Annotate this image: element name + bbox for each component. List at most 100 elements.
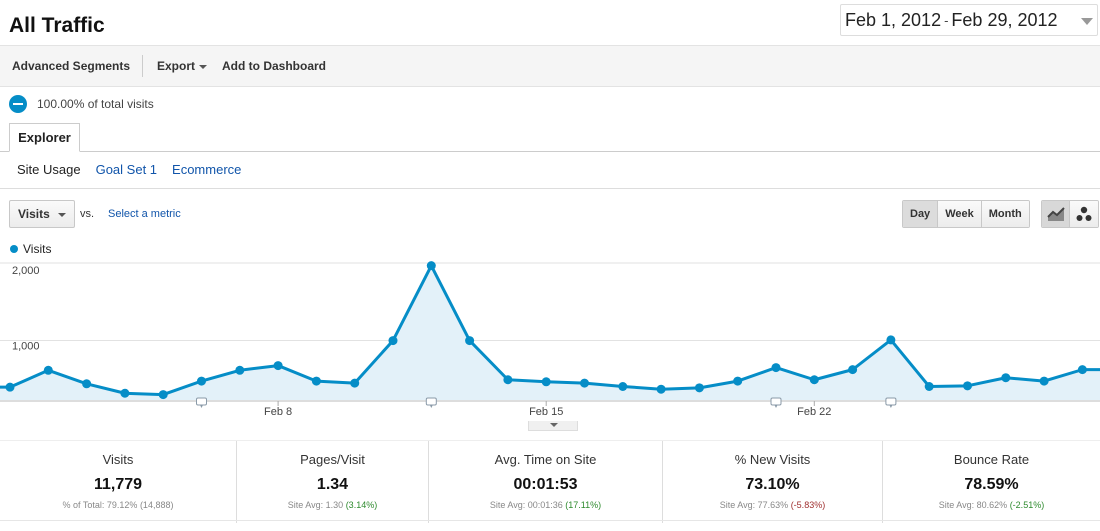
legend-dot: [10, 245, 18, 253]
visits-data-point: [771, 363, 781, 373]
visits-data-point: [733, 376, 743, 386]
scorecard-label: Bounce Rate: [953, 452, 1030, 467]
chevron-down-icon: [1081, 18, 1093, 25]
x-tick-label: Feb 8: [264, 406, 292, 418]
add-to-dashboard-button[interactable]: Add to Dashboard: [222, 59, 326, 73]
visits-data-point: [580, 378, 589, 388]
tab-explorer[interactable]: Explorer: [9, 123, 80, 152]
scorecard-change: (14,888): [139, 500, 174, 510]
y-tick-label: 1,000: [12, 341, 40, 353]
visits-data-point: [43, 365, 53, 375]
subtab-divider: [0, 188, 1100, 189]
toolbar-divider: [142, 55, 143, 77]
scorecard-value: 73.10%: [745, 476, 800, 493]
tab-row-divider: [0, 151, 1100, 152]
visits-series-line: [0, 264, 1100, 397]
date-start: Feb 1, 2012: [845, 9, 942, 30]
scorecard: Visits 11,779 % of Total: 79.12% (14,888): [0, 441, 237, 523]
bubble-chart-icon: [1076, 206, 1092, 221]
export-label: Export: [157, 59, 196, 73]
visits-data-point: [1039, 376, 1049, 386]
scorecard-change: (-2.51%): [1009, 500, 1045, 510]
scorecard-comparison: Site Avg: 77.63% (-5.83%): [663, 500, 882, 510]
scorecard-comparison: Site Avg: 80.62% (-2.51%): [883, 500, 1100, 510]
scorecard-site-avg: Site Avg: 00:01:36: [489, 500, 563, 510]
date-end: Feb 29, 2012: [951, 9, 1058, 30]
date-separator: -: [944, 12, 949, 28]
chart-view-toggle: [1041, 200, 1099, 228]
visits-data-point: [197, 376, 206, 386]
period-toggle: Day Week Month: [902, 200, 1030, 228]
chevron-down-icon: [58, 213, 66, 217]
subtab-site-usage[interactable]: Site Usage: [17, 162, 81, 177]
segment-label: 100.00% of total visits: [37, 97, 154, 111]
chart-legend: Visits: [10, 242, 51, 256]
date-range-picker[interactable]: Feb 1, 2012 - Feb 29, 2012: [840, 4, 1098, 36]
period-day-button[interactable]: Day: [903, 201, 939, 227]
scorecard-change: (17.11%): [565, 500, 602, 510]
page-title: All Traffic: [9, 14, 105, 37]
scorecard-comparison: Site Avg: 00:01:36 (17.11%): [429, 500, 662, 510]
toolbar: Advanced Segments Export Add to Dashboar…: [0, 45, 1100, 87]
chart-resize-handle[interactable]: [528, 421, 578, 431]
scorecard-value: 1.34: [316, 476, 349, 493]
scorecard-label: % New Visits: [734, 452, 811, 467]
scorecard-site-avg: Site Avg: 1.30: [287, 500, 344, 510]
visits-data-point: [158, 390, 168, 400]
visits-data-point: [426, 261, 436, 271]
period-month-button[interactable]: Month: [981, 201, 1029, 227]
scorecard-comparison: % of Total: 79.12% (14,888): [0, 500, 236, 510]
visits-data-point: [809, 375, 819, 385]
visits-data-point: [1001, 373, 1011, 383]
scorecard-change: (3.14%): [345, 500, 378, 510]
visits-data-point: [656, 384, 666, 394]
scorecard-value: 00:01:53: [513, 476, 578, 493]
subtab-goal-set-1[interactable]: Goal Set 1: [95, 162, 158, 177]
annotation-icon[interactable]: [885, 397, 897, 408]
subtab-ecommerce[interactable]: Ecommerce: [172, 162, 242, 177]
metric-select[interactable]: Visits: [9, 200, 75, 228]
scorecard-comparison: Site Avg: 1.30 (3.14%): [237, 500, 428, 510]
pie-icon[interactable]: [9, 95, 27, 113]
export-button[interactable]: Export: [157, 59, 208, 73]
line-chart-view-button[interactable]: [1042, 201, 1070, 227]
y-tick-label: 2,000: [12, 265, 40, 277]
visits-data-point: [5, 382, 15, 392]
scorecard: Avg. Time on Site 00:01:53 Site Avg: 00:01…: [429, 441, 663, 523]
scorecard-label: Pages/Visit: [300, 452, 365, 467]
x-tick-label: Feb 22: [797, 406, 831, 418]
period-week-button[interactable]: Week: [938, 201, 982, 227]
motion-chart-view-button[interactable]: [1070, 201, 1098, 227]
scorecard-label: Visits: [102, 452, 134, 467]
scorecard-change: (-5.83%): [790, 500, 826, 510]
visits-data-point: [886, 335, 896, 345]
visits-chart: 2,000 1,000 Feb 8 Feb 15 Feb 22: [0, 261, 1100, 418]
scorecard: Pages/Visit 1.34 Site Avg: 1.30 (3.14%): [237, 441, 429, 523]
visits-data-point: [273, 361, 283, 371]
visits-data-point: [311, 376, 321, 386]
visits-data-point: [1077, 365, 1087, 375]
scorecard-value: 78.59%: [964, 476, 1019, 493]
scorecard: % New Visits 73.10% Site Avg: 77.63% (-5.8…: [663, 441, 883, 523]
select-metric-link[interactable]: Select a metric: [108, 208, 181, 220]
advanced-segments-button[interactable]: Advanced Segments: [12, 59, 131, 73]
summary-scorecards: Visits 11,779% of Total: 79.12% (14,888) P…: [0, 440, 1100, 530]
legend-label: Visits: [23, 242, 52, 256]
chevron-down-icon: [199, 64, 208, 69]
scorecard: Bounce Rate 78.59% Site Avg: 80.62% (-2.51…: [883, 441, 1100, 523]
scorecard-value: 11,779: [93, 476, 143, 493]
annotation-icon[interactable]: [196, 397, 207, 408]
line-chart-icon: [1046, 207, 1065, 221]
visits-data-point: [465, 336, 475, 346]
scorecard-site-avg: % of Total: 79.12%: [62, 500, 138, 510]
visits-data-point: [120, 388, 130, 398]
segment-indicator: 100.00% of total visits: [9, 95, 154, 113]
visits-data-point: [235, 365, 245, 375]
visits-data-point: [541, 377, 551, 387]
visits-data-point: [618, 382, 628, 391]
bottom-divider: [0, 520, 1100, 521]
annotation-icon[interactable]: [770, 397, 782, 408]
metric-select-label: Visits: [18, 207, 50, 221]
visits-data-point: [694, 383, 704, 393]
annotation-icon[interactable]: [425, 397, 437, 408]
